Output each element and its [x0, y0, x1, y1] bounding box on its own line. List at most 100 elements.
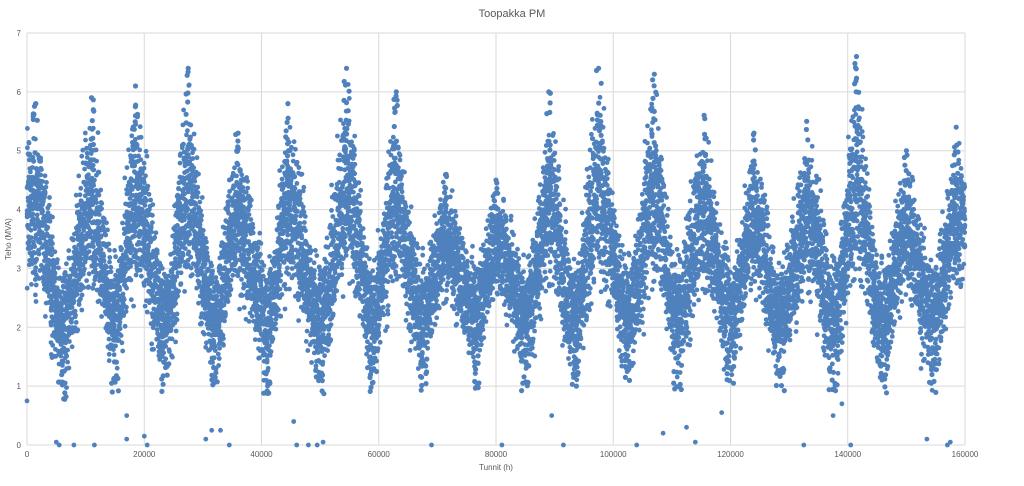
data-point	[163, 344, 168, 349]
data-point	[112, 322, 117, 327]
data-point	[150, 213, 155, 218]
data-point	[242, 305, 247, 310]
data-point	[178, 161, 183, 166]
data-point	[357, 287, 362, 292]
data-point	[358, 201, 363, 206]
data-point	[129, 133, 134, 138]
data-point	[329, 183, 334, 188]
data-point	[377, 323, 382, 328]
data-point	[44, 180, 49, 185]
data-point	[265, 358, 270, 363]
data-point	[297, 165, 302, 170]
data-point	[256, 245, 261, 250]
data-point	[175, 317, 180, 322]
data-point	[278, 273, 283, 278]
data-point	[200, 195, 205, 200]
data-point	[192, 207, 197, 212]
data-point	[339, 262, 344, 267]
data-point	[199, 218, 204, 223]
data-point	[109, 269, 114, 274]
data-point	[101, 254, 106, 259]
data-point	[260, 268, 265, 273]
data-point	[53, 271, 58, 276]
data-point	[154, 230, 159, 235]
data-point	[370, 269, 375, 274]
data-point	[314, 253, 319, 258]
data-point	[269, 349, 274, 354]
data-point	[175, 294, 180, 299]
data-point	[137, 148, 142, 153]
data-point	[139, 135, 144, 140]
data-point	[298, 221, 303, 226]
data-point	[94, 148, 99, 153]
data-point	[229, 287, 234, 292]
data-point	[107, 358, 112, 363]
data-point	[293, 218, 298, 223]
data-point	[357, 194, 362, 199]
data-point	[217, 356, 222, 361]
data-point	[222, 319, 227, 324]
data-point	[119, 246, 124, 251]
data-point	[287, 203, 292, 208]
data-point	[131, 304, 136, 309]
data-point	[257, 326, 262, 331]
data-point	[25, 145, 30, 150]
data-point	[227, 293, 232, 298]
data-point	[239, 172, 244, 177]
data-point	[199, 213, 204, 218]
data-point	[303, 228, 308, 233]
data-point	[291, 152, 296, 157]
data-point	[142, 180, 147, 185]
data-point	[293, 147, 298, 152]
data-point	[209, 263, 214, 268]
data-point	[167, 349, 172, 354]
data-point	[230, 273, 235, 278]
data-point	[278, 279, 283, 284]
data-point	[215, 294, 220, 299]
data-point	[352, 171, 357, 176]
data-point	[293, 214, 298, 219]
data-point	[83, 138, 88, 143]
data-point	[33, 137, 38, 142]
data-point	[299, 236, 304, 241]
data-point	[190, 156, 195, 161]
data-point	[97, 193, 102, 198]
data-point	[328, 308, 333, 313]
data-point	[217, 346, 222, 351]
data-point	[176, 289, 181, 294]
data-point	[191, 165, 196, 170]
data-point	[179, 270, 184, 275]
data-point	[34, 257, 39, 262]
data-point	[328, 337, 333, 342]
data-point	[189, 266, 194, 271]
data-point	[247, 256, 252, 261]
data-point	[118, 320, 123, 325]
data-point	[86, 172, 91, 177]
data-point	[305, 329, 310, 334]
data-point	[84, 278, 89, 283]
data-point	[67, 339, 72, 344]
data-point	[107, 260, 112, 265]
data-point	[161, 350, 166, 355]
data-point	[322, 353, 327, 358]
data-point	[298, 196, 303, 201]
data-point	[287, 287, 292, 292]
data-point	[123, 324, 128, 329]
data-point	[149, 230, 154, 235]
data-point	[50, 215, 55, 220]
data-point	[129, 278, 134, 283]
data-point	[390, 235, 395, 240]
data-point	[43, 191, 48, 196]
data-point	[386, 312, 391, 317]
data-point	[385, 324, 390, 329]
data-point	[195, 155, 200, 160]
data-point	[226, 299, 231, 304]
data-point	[64, 354, 69, 359]
data-point	[234, 174, 239, 179]
data-point	[273, 321, 278, 326]
data-point	[349, 140, 354, 145]
data-point	[361, 235, 366, 240]
data-point	[34, 283, 39, 288]
data-point	[245, 179, 250, 184]
data-point	[295, 181, 300, 186]
